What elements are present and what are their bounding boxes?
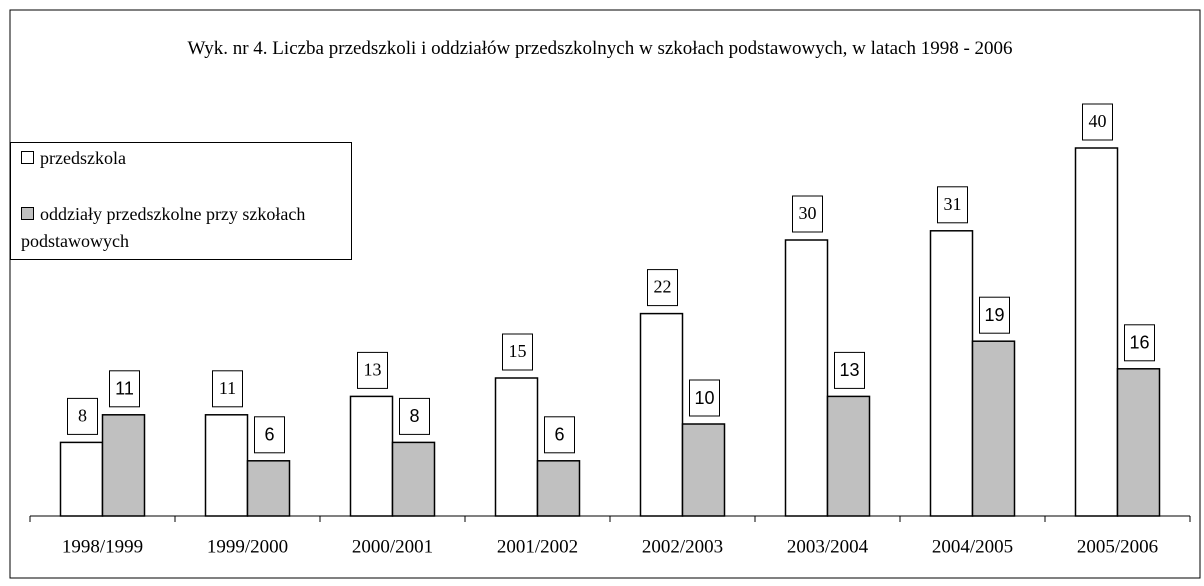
bar — [494, 377, 539, 517]
data-label: 22 — [654, 277, 672, 297]
data-label: 19 — [984, 305, 1004, 325]
data-label-box — [109, 370, 140, 408]
data-label-box — [937, 186, 968, 224]
legend-label: przedszkola — [40, 148, 126, 168]
data-label: 40 — [1089, 111, 1107, 131]
x-tick-label: 2004/2005 — [932, 536, 1013, 557]
bar — [826, 395, 871, 517]
x-tick-label: 2003/2004 — [787, 536, 869, 557]
data-label: 16 — [1129, 333, 1149, 353]
bar — [246, 460, 291, 517]
chart-border — [9, 9, 1201, 579]
bar — [59, 441, 104, 517]
data-label: 8 — [78, 406, 87, 426]
data-label: 11 — [219, 378, 236, 398]
data-label-box — [979, 296, 1010, 334]
bar — [1116, 368, 1161, 517]
x-tick-label: 2002/2003 — [642, 536, 723, 557]
data-label-box — [1082, 103, 1113, 141]
data-label: 31 — [944, 194, 962, 214]
data-label-box — [502, 333, 533, 371]
data-label-box — [357, 351, 388, 389]
data-label: 6 — [264, 425, 274, 445]
data-label: 6 — [554, 425, 564, 445]
legend: przedszkola oddziały przedszkolne przy s… — [10, 142, 352, 260]
bar — [639, 312, 684, 517]
bar — [101, 414, 146, 517]
data-label-box — [67, 397, 98, 435]
bar — [349, 395, 394, 517]
bar — [391, 441, 436, 517]
data-label: 13 — [364, 360, 382, 380]
x-tick-label: 2005/2006 — [1077, 536, 1158, 557]
bar — [929, 230, 974, 517]
data-label-box — [544, 416, 575, 454]
data-label: 8 — [409, 406, 419, 426]
data-label-box — [399, 397, 430, 435]
legend-label: oddziały przedszkolne przy szkołach pods… — [21, 204, 306, 251]
data-label-box — [689, 379, 720, 417]
data-label: 13 — [839, 360, 859, 380]
legend-swatch — [21, 151, 34, 164]
data-label: 15 — [509, 341, 527, 361]
data-label: 11 — [115, 379, 134, 399]
x-tick-label: 2001/2002 — [497, 536, 578, 557]
data-label-box — [212, 370, 243, 408]
chart-title: Wyk. nr 4. Liczba przedszkoli i oddziałó… — [187, 38, 1013, 59]
bar — [971, 340, 1016, 517]
bar — [681, 423, 726, 517]
data-label: 10 — [694, 388, 714, 408]
legend-item: oddziały przedszkolne przy szkołach pods… — [21, 201, 341, 255]
x-tick-label: 1999/2000 — [207, 536, 288, 557]
bar — [204, 414, 249, 517]
bar — [536, 460, 581, 517]
bar — [1074, 147, 1119, 517]
data-label-box — [254, 416, 285, 454]
data-label-box — [792, 195, 823, 233]
x-tick-label: 2000/2001 — [352, 536, 433, 557]
legend-item: przedszkola — [21, 145, 341, 172]
data-label-box — [647, 269, 678, 307]
bar — [784, 239, 829, 517]
data-label: 30 — [799, 203, 817, 223]
legend-swatch — [21, 207, 34, 220]
data-label-box — [834, 351, 865, 389]
x-tick-label: 1998/1999 — [62, 536, 143, 557]
data-label-box — [1124, 324, 1155, 362]
